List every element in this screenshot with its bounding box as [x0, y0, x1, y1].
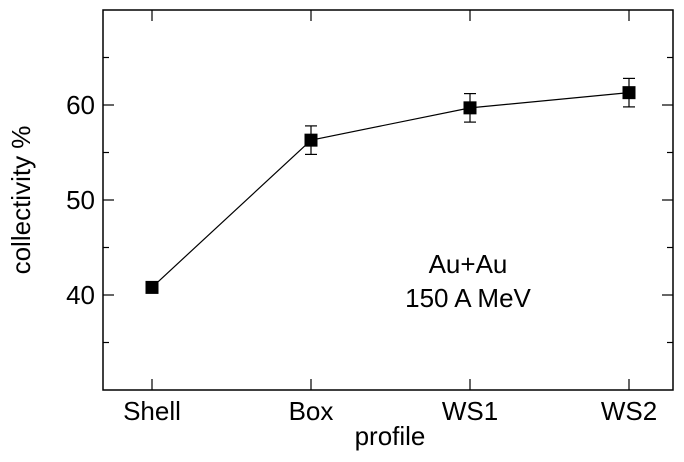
data-point — [622, 86, 636, 100]
x-axis-label: profile — [355, 421, 426, 451]
x-tick-label: Box — [289, 396, 334, 426]
y-tick-label: 50 — [66, 185, 95, 215]
x-tick-label: WS1 — [442, 396, 498, 426]
data-point — [463, 101, 477, 115]
x-tick-label: WS2 — [601, 396, 657, 426]
data-series — [145, 77, 636, 294]
axes: 40 50 60 Shell Box WS1 WS2 — [66, 10, 673, 426]
annotation-line-1: Au+Au — [429, 249, 508, 279]
data-point — [304, 133, 318, 147]
x-tick-label: Shell — [123, 396, 181, 426]
y-tick-label: 60 — [66, 90, 95, 120]
series-line — [151, 92, 630, 288]
annotation-line-2: 150 A MeV — [405, 283, 531, 313]
y-axis-label: collectivity % — [6, 126, 36, 275]
plot-frame — [102, 9, 674, 391]
data-point — [145, 280, 159, 294]
y-tick-label: 40 — [66, 280, 95, 310]
